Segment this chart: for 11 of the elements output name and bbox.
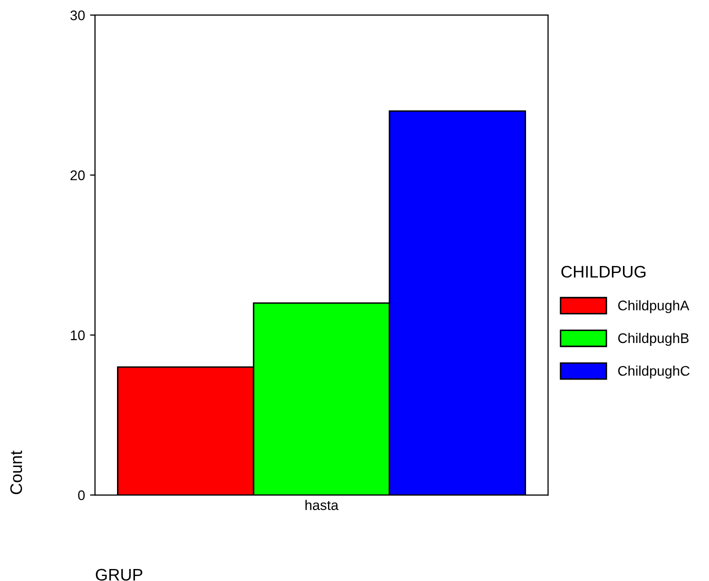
legend-title: CHILDPUG — [561, 266, 646, 278]
y-tick-label: 10 — [70, 330, 85, 340]
legend-label: ChildpughA — [618, 300, 690, 314]
y-tick-label: 20 — [70, 170, 85, 180]
y-tick-label: 0 — [78, 490, 85, 500]
y-tick-label: 30 — [70, 10, 85, 20]
x-tick-label: hasta — [306, 500, 339, 510]
y-axis-title: Count — [10, 450, 22, 494]
legend-label: ChildpughC — [618, 366, 690, 379]
legend-label: ChildpughB — [618, 332, 689, 346]
x-axis-title: GRUP — [96, 568, 142, 581]
